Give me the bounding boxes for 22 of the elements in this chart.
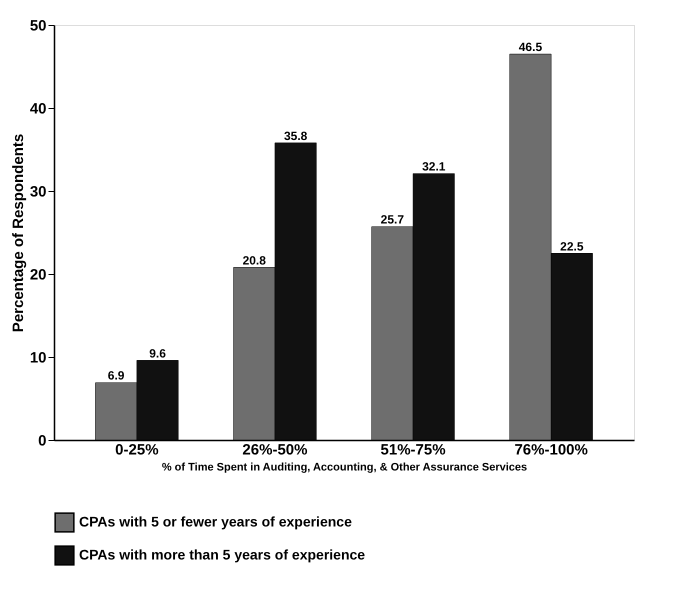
x-tick-label: 51%-75%: [380, 442, 446, 458]
legend-label: CPAs with more than 5 years of experience: [79, 546, 366, 562]
data-label: 35.8: [284, 128, 308, 143]
y-tick-label: 40: [30, 100, 46, 118]
data-label: 46.5: [518, 40, 542, 54]
legend-label: CPAs with 5 or fewer years of experience: [79, 514, 352, 530]
y-tick-label: 10: [30, 350, 46, 366]
data-label: 25.7: [380, 212, 404, 227]
y-tick-label: 50: [30, 18, 46, 34]
y-axis-title: Percentage of Respondents: [10, 134, 27, 332]
x-axis-title: % of Time Spent in Auditing, Accounting, & Other Assurance Services: [162, 462, 528, 474]
data-label: 20.8: [242, 253, 266, 268]
data-label: 32.1: [422, 160, 446, 174]
y-tick-label: 20: [30, 266, 46, 284]
x-tick-label: 26%-50%: [242, 442, 308, 458]
y-tick-label: 0: [38, 432, 46, 450]
x-tick-label: 76%-100%: [514, 442, 588, 458]
data-label: 9.6: [149, 346, 166, 360]
data-label: 6.9: [108, 368, 125, 383]
x-tick-label: 0-25%: [115, 442, 159, 458]
data-label: 22.5: [560, 239, 584, 254]
y-tick-label: 30: [30, 184, 46, 200]
